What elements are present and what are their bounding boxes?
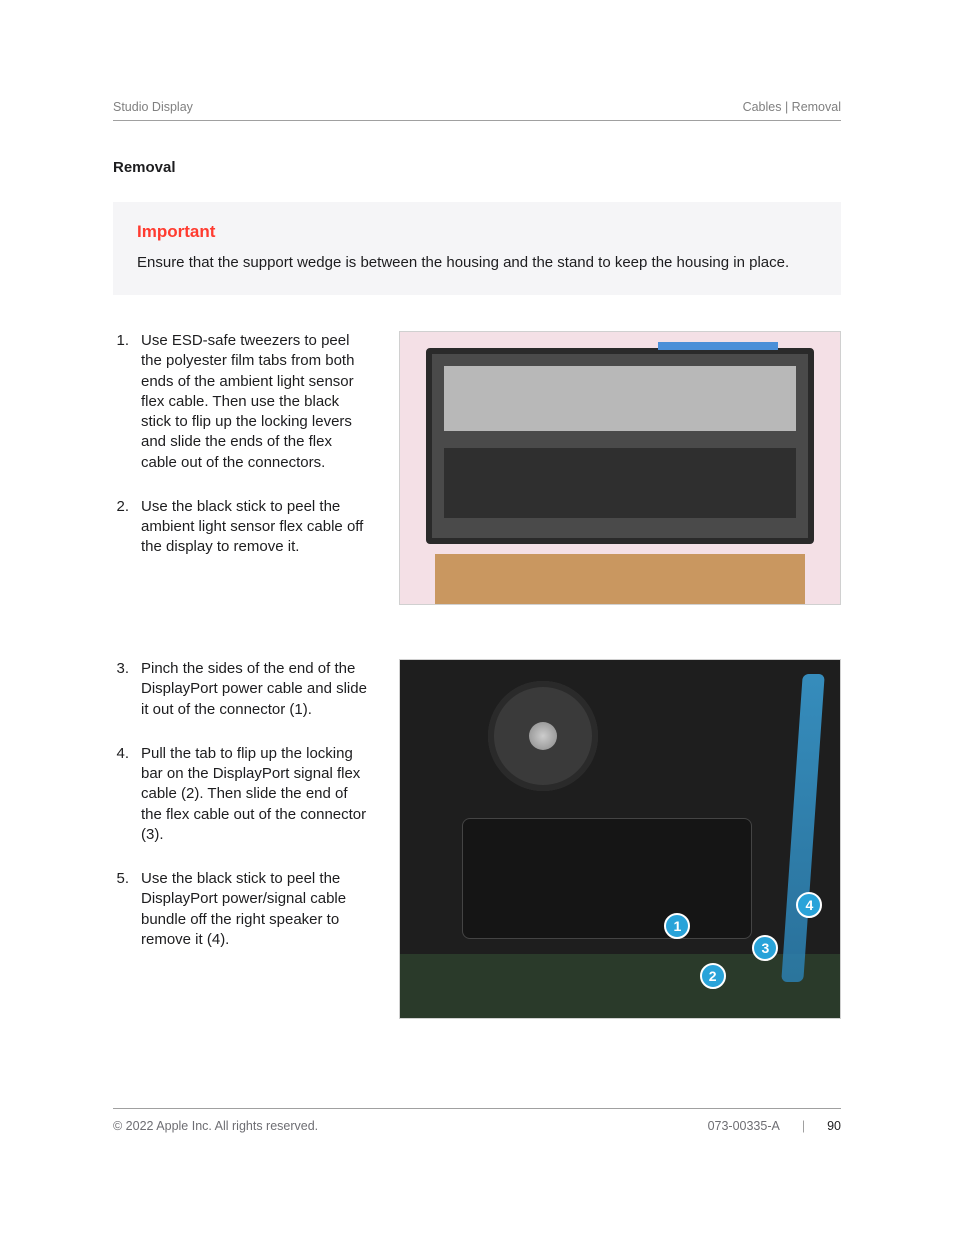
figure-pcb-shape	[400, 954, 840, 1018]
footer-page-number: 90	[827, 1119, 841, 1133]
step-text: Pull the tab to flip up the locking bar …	[141, 744, 371, 845]
header-left: Studio Display	[113, 100, 193, 114]
step-number: 3.	[113, 659, 129, 720]
step-number: 1.	[113, 331, 129, 473]
step-text: Use the black stick to peel the DisplayP…	[141, 869, 371, 950]
figure-device-shape	[426, 348, 813, 544]
step-item: 4. Pull the tab to flip up the locking b…	[113, 744, 371, 845]
figure-callout-2: 2	[700, 963, 726, 989]
callout-body: Ensure that the support wedge is between…	[137, 252, 817, 273]
figure-internal-board: 1 2 3 4	[399, 659, 841, 1019]
footer-separator: |	[802, 1119, 805, 1133]
block-2: 3. Pinch the sides of the end of the Dis…	[113, 659, 841, 1019]
section-title: Removal	[113, 159, 841, 176]
figure-callout-4: 4	[796, 892, 822, 918]
steps-column-2: 3. Pinch the sides of the end of the Dis…	[113, 659, 371, 1019]
header-right: Cables | Removal	[743, 100, 841, 114]
figure-tray-shape	[435, 554, 805, 604]
figure-column-2: 1 2 3 4	[399, 659, 841, 1019]
step-number: 5.	[113, 869, 129, 950]
figure-callout-3: 3	[752, 935, 778, 961]
running-header: Studio Display Cables | Removal	[113, 100, 841, 121]
figure-cable-highlight	[658, 342, 778, 350]
step-number: 2.	[113, 497, 129, 558]
step-text: Pinch the sides of the end of the Displa…	[141, 659, 371, 720]
step-item: 3. Pinch the sides of the end of the Dis…	[113, 659, 371, 720]
callout-title: Important	[137, 222, 817, 242]
figure-plate-shape	[462, 818, 752, 940]
steps-column-1: 1. Use ESD-safe tweezers to peel the pol…	[113, 331, 371, 605]
footer-right: 073-00335-A | 90	[708, 1119, 841, 1133]
block-1: 1. Use ESD-safe tweezers to peel the pol…	[113, 331, 841, 605]
figure-cable-highlight	[781, 674, 825, 982]
step-item: 5. Use the black stick to peel the Displ…	[113, 869, 371, 950]
running-footer: © 2022 Apple Inc. All rights reserved. 0…	[113, 1108, 841, 1133]
step-text: Use ESD-safe tweezers to peel the polyes…	[141, 331, 371, 473]
important-callout: Important Ensure that the support wedge …	[113, 202, 841, 295]
step-text: Use the black stick to peel the ambient …	[141, 497, 371, 558]
step-item: 1. Use ESD-safe tweezers to peel the pol…	[113, 331, 371, 473]
step-item: 2. Use the black stick to peel the ambie…	[113, 497, 371, 558]
page-content: Studio Display Cables | Removal Removal …	[113, 100, 841, 1019]
step-number: 4.	[113, 744, 129, 845]
footer-doc-number: 073-00335-A	[708, 1119, 780, 1133]
footer-copyright: © 2022 Apple Inc. All rights reserved.	[113, 1119, 318, 1133]
figure-lower-shape	[444, 448, 795, 518]
figure-column-1	[399, 331, 841, 605]
figure-fan-shape	[488, 681, 598, 791]
figure-screen-shape	[444, 366, 795, 430]
figure-display-assembly	[399, 331, 841, 605]
